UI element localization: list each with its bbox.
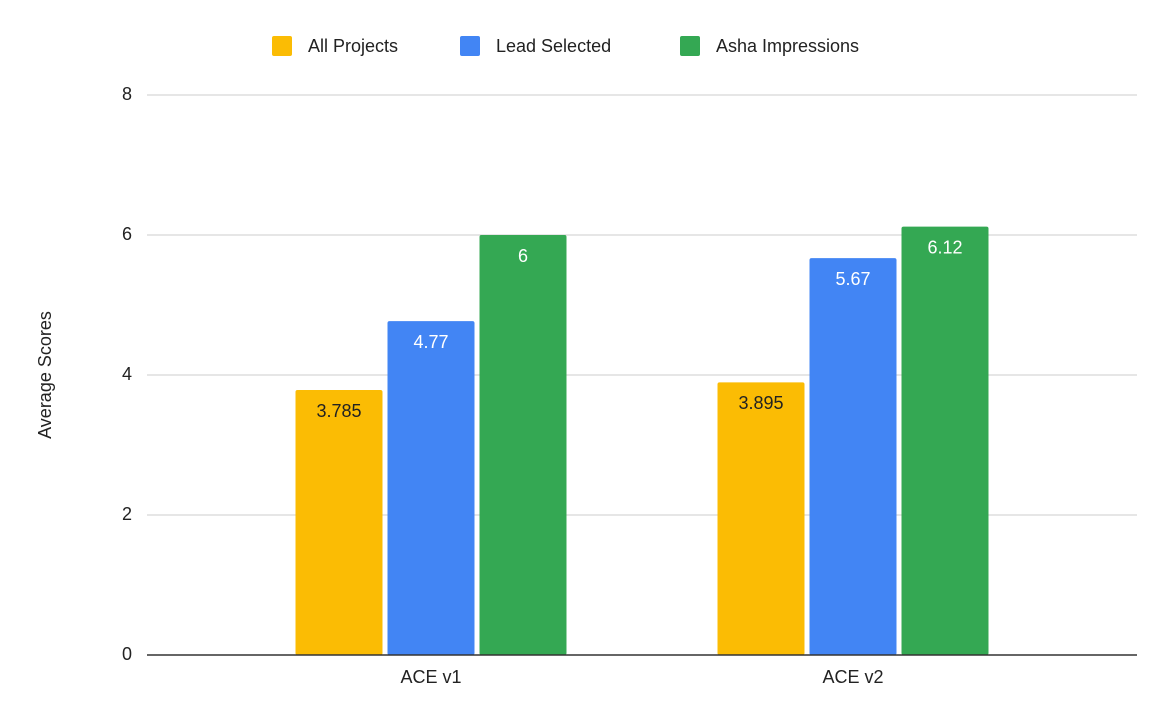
x-tick-label: ACE v2 — [822, 667, 883, 687]
y-tick-label: 0 — [122, 644, 132, 664]
legend-label: Lead Selected — [496, 36, 611, 56]
bar — [387, 321, 475, 655]
bar — [295, 390, 383, 655]
y-axis-label: Average Scores — [35, 311, 55, 439]
bar — [479, 235, 567, 655]
y-tick-label: 2 — [122, 504, 132, 524]
data-label: 6.12 — [927, 237, 962, 257]
legend-swatch — [272, 36, 292, 56]
legend-swatch — [680, 36, 700, 56]
data-label: 4.77 — [413, 332, 448, 352]
y-tick-label: 4 — [122, 364, 132, 384]
y-tick-label: 8 — [122, 84, 132, 104]
legend-label: All Projects — [308, 36, 398, 56]
bar — [809, 258, 897, 655]
legend-label: Asha Impressions — [716, 36, 859, 56]
data-label: 3.785 — [316, 401, 361, 421]
data-label: 5.67 — [835, 269, 870, 289]
data-label: 3.895 — [738, 393, 783, 413]
y-tick-label: 6 — [122, 224, 132, 244]
x-tick-label: ACE v1 — [400, 667, 461, 687]
data-label: 6 — [518, 246, 528, 266]
bar — [717, 382, 805, 655]
legend-swatch — [460, 36, 480, 56]
bar — [901, 226, 989, 655]
